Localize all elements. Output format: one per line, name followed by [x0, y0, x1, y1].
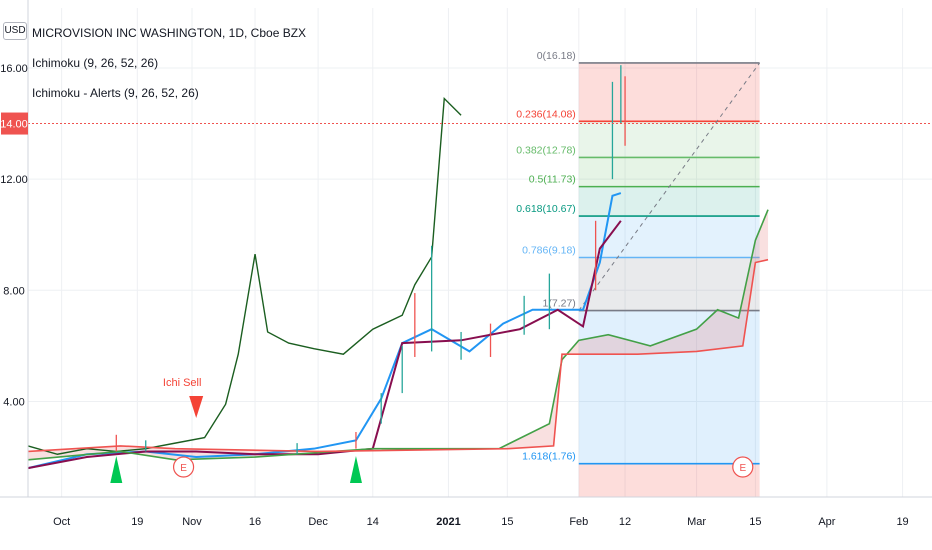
- fib-level-label: 0.236(14.08): [516, 108, 576, 120]
- fib-trend-line: [578, 62, 761, 311]
- fib-zone: [578, 310, 760, 464]
- time-tick-label: 14: [367, 516, 379, 528]
- fib-zone: [578, 186, 760, 217]
- price-tick-label: 8.00: [3, 285, 24, 297]
- price-tick-label: 4.00: [3, 396, 24, 408]
- time-tick-label: 15: [749, 516, 761, 528]
- price-tick-label: 16.00: [0, 63, 28, 75]
- fib-level-label: 0.382(12.78): [516, 144, 576, 156]
- earnings-marker: [172, 456, 195, 478]
- fib-zone: [578, 157, 760, 187]
- sell-signal-marker: [189, 396, 204, 418]
- price-tick-label: 12.00: [0, 174, 28, 186]
- fib-zone: [578, 257, 760, 311]
- time-tick-label: Feb: [569, 516, 588, 528]
- time-tick-label: 16: [249, 516, 261, 528]
- time-tick-label: Oct: [53, 516, 70, 528]
- time-tick-label: Apr: [818, 516, 835, 528]
- earnings-marker-label: E: [180, 463, 187, 474]
- symbol-title[interactable]: MICROVISION INC WASHINGTON, 1D, Cboe BZX: [32, 26, 307, 40]
- series-line-3: [27, 209, 769, 461]
- time-tick-label: 19: [896, 516, 908, 528]
- time-tick-label: 2021: [436, 516, 460, 528]
- indicator-label-ichimoku-alerts[interactable]: Ichimoku - Alerts (9, 26, 52, 26): [32, 86, 199, 100]
- time-tick-label: 19: [131, 516, 143, 528]
- fib-zone: [578, 62, 760, 122]
- currency-badge[interactable]: USD: [3, 22, 27, 40]
- earnings-marker-label: E: [739, 463, 746, 474]
- fib-level-label: 0.786(9.18): [522, 244, 576, 256]
- series-line-4: [27, 258, 769, 453]
- current-price-tag-label: 14.00: [0, 119, 28, 131]
- fib-zone: [578, 121, 760, 158]
- time-tick-label: Nov: [182, 516, 202, 528]
- fib-zone-extension: [578, 463, 760, 497]
- fib-zone: [578, 216, 760, 258]
- fib-level-label: 0(16.18): [537, 50, 576, 62]
- fib-level-label: 1(7.27): [543, 298, 576, 310]
- indicator-label-ichimoku[interactable]: Ichimoku (9, 26, 52, 26): [32, 56, 159, 70]
- fib-level-label: 0.5(11.73): [529, 174, 576, 186]
- series-line-0: [27, 96, 462, 455]
- sell-signal-label: Ichi Sell: [163, 377, 202, 389]
- fib-level-label: 1.618(1.76): [522, 451, 576, 463]
- series-line-1: [27, 192, 622, 470]
- time-tick-label: Mar: [687, 516, 706, 528]
- time-tick-label: Dec: [308, 516, 328, 528]
- buy-signal-marker: [110, 456, 123, 483]
- current-price-tag: [1, 112, 28, 135]
- buy-signal-marker: [349, 456, 362, 483]
- time-tick-label: 15: [501, 516, 513, 528]
- earnings-marker: [732, 456, 754, 478]
- fib-level-label: 0.618(10.67): [516, 203, 576, 215]
- time-tick-label: 12: [619, 516, 631, 528]
- series-line-2: [27, 220, 622, 470]
